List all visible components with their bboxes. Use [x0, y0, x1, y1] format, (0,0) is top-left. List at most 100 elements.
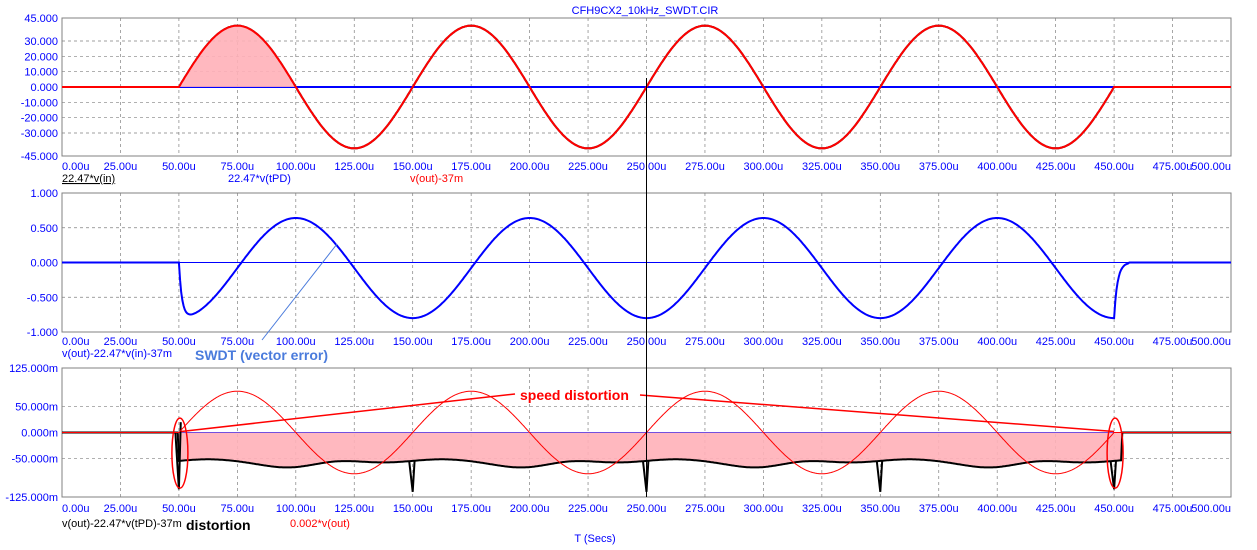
- legend-mid-error: v(out)-22.47*v(in)-37m: [62, 348, 172, 360]
- plot-title: CFH9CX2_10kHz_SWDT.CIR: [572, 5, 719, 17]
- distortion-spike: [641, 460, 650, 492]
- x-tick-label: 425.00u: [1036, 503, 1076, 515]
- x-tick-label: 200.00u: [510, 336, 550, 348]
- x-tick-label: 300.00u: [744, 503, 784, 515]
- x-tick-label: 225.00u: [568, 503, 608, 515]
- x-tick-label: 350.00u: [860, 503, 900, 515]
- distortion-spike: [408, 460, 416, 492]
- x-tick-label: 25.00u: [104, 336, 138, 348]
- x-tick-label: 425.00u: [1036, 161, 1076, 173]
- x-tick-label: 150.00u: [393, 503, 433, 515]
- x-tick-label: 300.00u: [744, 161, 784, 173]
- y-tick-label: 125.000m: [9, 363, 58, 375]
- x-tick-label: 475.00u: [1153, 503, 1193, 515]
- y-tick-label: -20.000: [21, 113, 58, 125]
- x-tick-label: 275.00u: [685, 336, 725, 348]
- annotation-line: [181, 393, 516, 433]
- x-tick-label: 375.00u: [919, 161, 959, 173]
- distortion-label: distortion: [186, 517, 251, 533]
- x-tick-label: 125.00u: [334, 161, 374, 173]
- x-tick-label: 450.00u: [1094, 161, 1134, 173]
- x-tick-label: 25.00u: [104, 503, 138, 515]
- series-fill-area: [178, 25, 296, 87]
- x-tick-label: 350.00u: [860, 161, 900, 173]
- y-tick-label: 0.000m: [21, 428, 58, 440]
- y-tick-label: -50.000m: [12, 453, 58, 465]
- x-tick-label: 200.00u: [510, 503, 550, 515]
- x-tick-label: 425.00u: [1036, 336, 1076, 348]
- y-tick-label: 10.000: [24, 67, 58, 79]
- x-tick-label: 100.00u: [276, 503, 316, 515]
- x-tick-label: 450.00u: [1094, 503, 1134, 515]
- swdt-pointer-line: [261, 243, 338, 341]
- x-tick-label: 275.00u: [685, 161, 725, 173]
- x-tick-label: 500.00u: [1191, 336, 1231, 348]
- x-tick-label: 50.00u: [162, 503, 196, 515]
- annotation-line: [639, 394, 1115, 433]
- series-fill-area: [178, 432, 1122, 468]
- x-tick-label: 150.00u: [393, 161, 433, 173]
- x-tick-label: 375.00u: [919, 503, 959, 515]
- x-tick-label: 325.00u: [802, 336, 842, 348]
- x-tick-label: 75.00u: [221, 503, 255, 515]
- x-tick-label: 200.00u: [510, 161, 550, 173]
- x-tick-label: 75.00u: [221, 336, 255, 348]
- highlight-ellipse: [171, 417, 189, 489]
- legend-top-vtpd: 22.47*v(tPD): [228, 173, 291, 185]
- x-tick-label: 175.00u: [451, 336, 491, 348]
- x-tick-label: 400.00u: [977, 336, 1017, 348]
- x-tick-label: 50.00u: [162, 161, 196, 173]
- x-tick-label: 100.00u: [276, 336, 316, 348]
- x-tick-label: 125.00u: [334, 503, 374, 515]
- x-tick-label: 50.00u: [162, 336, 196, 348]
- distortion-spike: [875, 460, 884, 492]
- x-tick-label: 300.00u: [744, 336, 784, 348]
- x-tick-label: 100.00u: [276, 161, 316, 173]
- y-tick-label: 45.000: [24, 13, 58, 25]
- y-tick-label: 1.000: [30, 188, 58, 200]
- swdt-annotation: SWDT (vector error): [195, 347, 328, 363]
- x-tick-label: 0.00u: [62, 336, 90, 348]
- x-tick-label: 350.00u: [860, 336, 900, 348]
- y-tick-label: -30.000: [21, 128, 58, 140]
- x-tick-label: 0.00u: [62, 503, 90, 515]
- distortion-spike: [1109, 460, 1117, 490]
- x-tick-label: 125.00u: [334, 336, 374, 348]
- y-tick-label: -0.500: [27, 292, 58, 304]
- x-tick-label: 325.00u: [802, 503, 842, 515]
- y-tick-label: 0.000: [30, 82, 58, 94]
- x-tick-label: 375.00u: [919, 336, 959, 348]
- y-tick-label: -45.000: [21, 151, 58, 163]
- distortion-spike: [174, 422, 182, 490]
- x-tick-label: 225.00u: [568, 336, 608, 348]
- x-tick-label: 275.00u: [685, 503, 725, 515]
- x-tick-label: 175.00u: [451, 503, 491, 515]
- highlight-ellipse: [1106, 417, 1124, 489]
- x-tick-label: 400.00u: [977, 503, 1017, 515]
- x-tick-label: 225.00u: [568, 161, 608, 173]
- y-tick-label: -125.000m: [5, 492, 58, 504]
- y-tick-label: 30.000: [24, 36, 58, 48]
- x-tick-label: 250.00u: [627, 503, 667, 515]
- top-panel: 0.00u 25.00u 50.00u 75.00u 100.00u 125.00u 150…: [21, 13, 1232, 173]
- x-tick-label: 150.00u: [393, 336, 433, 348]
- y-tick-label: 0.000: [30, 258, 58, 270]
- middle-panel: 0.00u 25.00u 50.00u 75.00u 100.00u 125.00u 150…: [27, 188, 1232, 348]
- x-axis-label: T (Secs): [574, 533, 615, 545]
- legend-top-vout: v(out)-37m: [410, 173, 463, 185]
- x-tick-label: 25.00u: [104, 161, 138, 173]
- speed-distortion-annotation: speed distortion: [520, 387, 629, 403]
- y-tick-label: -1.000: [27, 327, 58, 339]
- y-tick-label: 50.000m: [15, 402, 58, 414]
- legend-bottom-dist: v(out)-22.47*v(tPD)-37m: [62, 518, 182, 530]
- x-tick-label: 175.00u: [451, 161, 491, 173]
- x-tick-label: 500.00u: [1191, 161, 1231, 173]
- legend-bottom-vout: 0.002*v(out): [290, 518, 350, 530]
- x-tick-label: 325.00u: [802, 161, 842, 173]
- x-tick-label: 475.00u: [1153, 336, 1193, 348]
- x-tick-label: 400.00u: [977, 161, 1017, 173]
- x-tick-label: 75.00u: [221, 161, 255, 173]
- legend-top-vin: 22.47*v(in): [62, 173, 115, 185]
- y-tick-label: 0.500: [30, 223, 58, 235]
